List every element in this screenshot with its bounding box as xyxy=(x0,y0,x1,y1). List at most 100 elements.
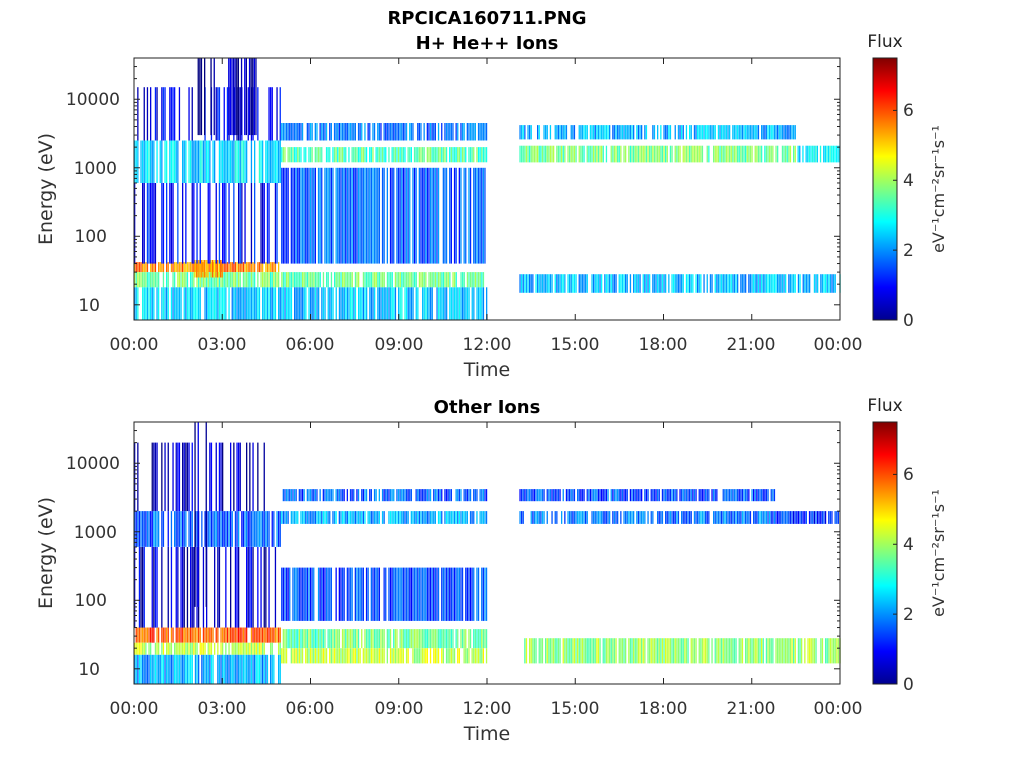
heatmap-cell xyxy=(362,567,364,621)
heatmap-cell xyxy=(413,511,416,524)
heatmap-cell xyxy=(220,511,222,547)
heatmap-cell xyxy=(613,274,616,293)
heatmap-cell xyxy=(674,511,676,524)
heatmap-cell xyxy=(238,183,240,264)
heatmap-cell xyxy=(289,123,291,141)
heatmap-cell xyxy=(314,167,316,264)
heatmap-cell xyxy=(586,638,588,664)
heatmap-cell xyxy=(535,489,537,502)
heatmap-cell xyxy=(218,654,221,684)
heatmap-cell xyxy=(206,654,208,684)
heatmap-cell xyxy=(310,287,312,320)
heatmap-cell xyxy=(417,489,419,502)
heatmap-cell xyxy=(300,629,302,649)
heatmap-cell xyxy=(321,123,323,141)
heatmap-cell xyxy=(641,125,643,140)
heatmap-cell xyxy=(682,145,684,163)
heatmap-cell xyxy=(353,123,355,141)
heatmap-cell xyxy=(402,147,404,163)
heatmap-cell xyxy=(388,123,390,141)
heatmap-cell xyxy=(409,567,411,621)
heatmap-cell xyxy=(279,287,281,320)
heatmap-cell xyxy=(687,145,689,163)
heatmap-cell xyxy=(317,167,320,264)
heatmap-cell xyxy=(146,511,149,547)
heatmap-cell xyxy=(479,489,481,502)
heatmap-cell xyxy=(297,272,299,288)
panel-2-colorbar-label: eV⁻¹cm⁻²sr⁻¹s⁻¹ xyxy=(929,489,948,617)
heatmap-cell xyxy=(799,145,801,163)
heatmap-cell xyxy=(394,629,396,649)
heatmap-cell xyxy=(215,260,217,278)
heatmap-cell xyxy=(391,272,393,288)
heatmap-cell xyxy=(549,638,552,664)
heatmap-cell xyxy=(668,511,670,524)
heatmap-cell xyxy=(172,627,174,643)
heatmap-cell xyxy=(262,654,264,684)
heatmap-cell xyxy=(346,511,348,524)
heatmap-cell xyxy=(466,287,469,320)
heatmap-cell xyxy=(772,145,774,163)
heatmap-cell xyxy=(669,511,672,524)
heatmap-cell xyxy=(260,262,262,273)
heatmap-cell xyxy=(689,145,691,163)
heatmap-cell xyxy=(599,511,601,524)
heatmap-cell xyxy=(369,123,371,141)
heatmap-cell xyxy=(767,145,769,163)
heatmap-cell xyxy=(185,272,187,288)
heatmap-cell xyxy=(252,642,254,655)
heatmap-cell xyxy=(284,511,286,524)
heatmap-cell xyxy=(239,262,241,273)
heatmap-cell xyxy=(444,147,446,163)
heatmap-cell xyxy=(210,442,213,512)
heatmap-cell xyxy=(609,274,611,293)
heatmap-cell xyxy=(290,123,292,141)
heatmap-cell xyxy=(134,262,136,273)
heatmap-cell xyxy=(388,147,390,163)
heatmap-cell xyxy=(615,638,617,664)
heatmap-cell xyxy=(177,262,179,273)
heatmap-cell xyxy=(465,511,467,524)
heatmap-cell xyxy=(196,140,198,183)
heatmap-cell xyxy=(719,125,721,140)
heatmap-cell xyxy=(321,567,323,621)
heatmap-cell xyxy=(545,145,547,163)
heatmap-cell xyxy=(441,272,443,288)
heatmap-cell xyxy=(733,125,736,140)
heatmap-cell xyxy=(778,638,780,664)
heatmap-cell xyxy=(375,629,377,649)
heatmap-cell xyxy=(433,567,435,621)
heatmap-cell xyxy=(292,648,294,664)
heatmap-cell xyxy=(399,123,401,141)
heatmap-cell xyxy=(309,567,312,621)
heatmap-cell xyxy=(217,287,219,320)
heatmap-cell xyxy=(270,140,272,183)
heatmap-cell xyxy=(473,167,475,264)
heatmap-cell xyxy=(573,125,576,140)
heatmap-cell xyxy=(271,262,273,273)
heatmap-cell xyxy=(461,147,464,163)
heatmap-cell xyxy=(591,638,593,664)
heatmap-cell xyxy=(191,262,193,273)
heatmap-cell xyxy=(447,272,449,288)
heatmap-cell xyxy=(729,638,731,664)
heatmap-cell xyxy=(433,123,435,141)
heatmap-cell xyxy=(444,167,446,264)
heatmap-cell xyxy=(461,123,464,141)
heatmap-cell xyxy=(613,511,616,524)
heatmap-cell xyxy=(681,638,683,664)
heatmap-cell xyxy=(180,547,182,628)
heatmap-cell xyxy=(205,260,207,278)
heatmap-cell xyxy=(394,648,396,664)
heatmap-cell xyxy=(821,511,823,524)
heatmap-cell xyxy=(793,125,795,140)
heatmap-cell xyxy=(562,125,564,140)
heatmap-cell xyxy=(792,511,795,524)
heatmap-cell xyxy=(522,125,524,140)
heatmap-cell xyxy=(367,272,369,288)
heatmap-cell xyxy=(281,123,283,141)
heatmap-cell xyxy=(676,638,678,664)
heatmap-cell xyxy=(316,489,318,502)
heatmap-cell xyxy=(658,274,660,293)
heatmap-cell xyxy=(421,648,424,664)
